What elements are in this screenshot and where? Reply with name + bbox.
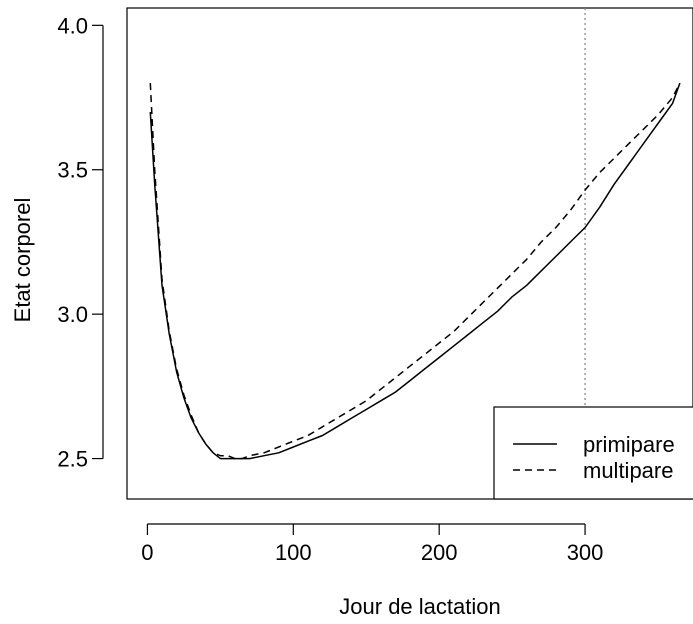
plot-area bbox=[126, 7, 693, 500]
x-tick-label: 200 bbox=[421, 540, 458, 565]
x-axis-title: Jour de lactation bbox=[339, 594, 500, 619]
x-axis: 0 100 200 300 bbox=[141, 523, 604, 565]
y-tick-label: 4.0 bbox=[57, 13, 88, 38]
y-axis: 2.5 3.0 3.5 4.0 bbox=[57, 13, 104, 472]
y-tick-label: 3.0 bbox=[57, 302, 88, 327]
series-line-multipare bbox=[149, 82, 681, 460]
plot-frame bbox=[126, 7, 693, 500]
x-tick-label: 100 bbox=[275, 540, 312, 565]
y-tick-label: 2.5 bbox=[57, 447, 88, 472]
x-tick-label: 0 bbox=[141, 540, 153, 565]
legend-label-primipare: primipare bbox=[583, 432, 675, 457]
legend-box bbox=[493, 406, 693, 500]
y-tick-label: 3.5 bbox=[57, 158, 88, 183]
legend-label-multipare: multipare bbox=[583, 458, 673, 483]
y-axis-title: Etat corporel bbox=[10, 198, 35, 323]
x-tick-label: 300 bbox=[567, 540, 604, 565]
series-line-primipare bbox=[149, 82, 681, 460]
